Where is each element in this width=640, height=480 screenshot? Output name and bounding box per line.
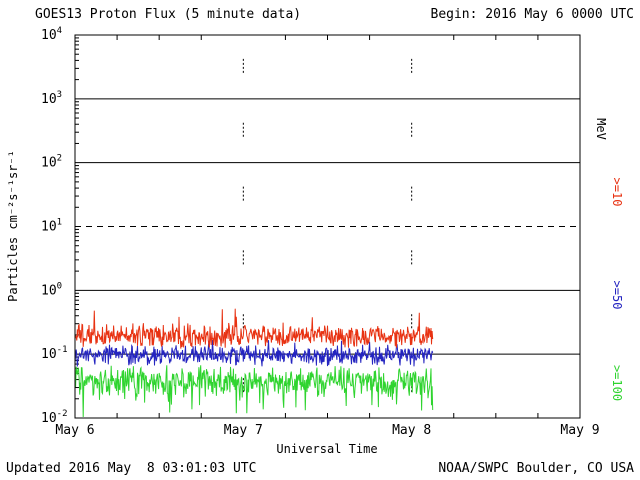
begin-time-label: Begin: 2016 May 6 0000 UTC <box>430 7 635 22</box>
updated-timestamp: Updated 2016 May 8 03:01:03 UTC <box>6 461 257 476</box>
right-axis-unit-label: MeV <box>594 118 608 140</box>
svg-text:May 7: May 7 <box>224 423 263 438</box>
svg-text:101: 101 <box>41 218 62 235</box>
series-label-1: >=50 <box>610 280 624 310</box>
source-credit: NOAA/SWPC Boulder, CO USA <box>438 461 634 476</box>
svg-text:10-2: 10-2 <box>41 409 68 426</box>
svg-text:May 6: May 6 <box>55 423 94 438</box>
svg-text:100: 100 <box>41 281 62 298</box>
svg-text:10-1: 10-1 <box>41 345 68 362</box>
y-axis-label: Particles cm⁻²s⁻¹sr⁻¹ <box>6 150 20 302</box>
svg-text:103: 103 <box>41 90 62 107</box>
svg-text:104: 104 <box>41 26 62 43</box>
series-label-0: >=10 <box>610 177 624 207</box>
x-axis-label: Universal Time <box>276 442 378 456</box>
svg-text:May 9: May 9 <box>560 423 599 438</box>
svg-text:May 8: May 8 <box>392 423 431 438</box>
svg-text:102: 102 <box>41 154 62 171</box>
series-label-2: >=100 <box>610 364 624 402</box>
chart-title: GOES13 Proton Flux (5 minute data) <box>35 7 302 22</box>
